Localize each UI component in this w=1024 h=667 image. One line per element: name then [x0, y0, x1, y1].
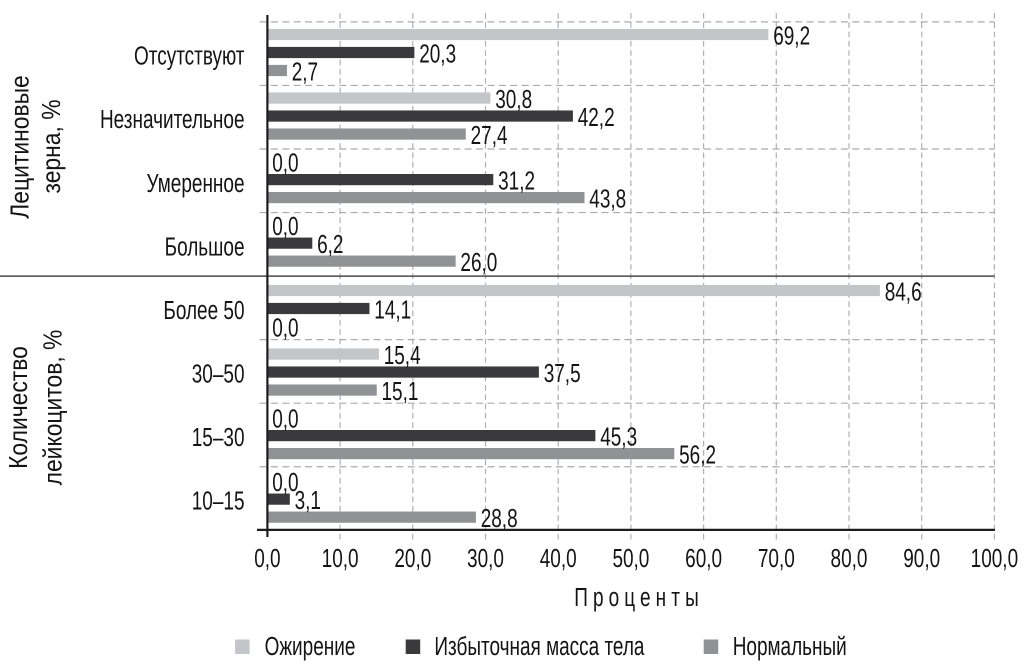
svg-text:30,0: 30,0 [467, 543, 504, 573]
svg-text:14,1: 14,1 [374, 295, 411, 325]
svg-text:лейкоцитов, %: лейкоцитов, % [39, 330, 68, 486]
svg-text:70,0: 70,0 [758, 543, 795, 573]
svg-text:15–30: 15–30 [192, 422, 245, 452]
svg-text:Количество: Количество [5, 346, 34, 469]
svg-text:37,5: 37,5 [544, 358, 581, 388]
svg-text:84,6: 84,6 [885, 277, 922, 307]
svg-text:Более 50: Более 50 [163, 295, 244, 325]
svg-text:Ожирение: Ожирение [265, 631, 356, 661]
svg-text:90,0: 90,0 [903, 543, 940, 573]
svg-text:45,3: 45,3 [600, 422, 637, 452]
svg-text:3,1: 3,1 [295, 485, 321, 515]
svg-text:40,0: 40,0 [540, 543, 577, 573]
svg-text:30–50: 30–50 [192, 358, 245, 388]
svg-text:0,0: 0,0 [272, 211, 298, 241]
svg-text:10–15: 10–15 [192, 486, 245, 516]
svg-text:Большое: Большое [165, 231, 245, 261]
svg-text:69,2: 69,2 [773, 21, 810, 51]
svg-text:56,2: 56,2 [679, 440, 716, 470]
svg-text:Умеренное: Умеренное [147, 168, 245, 198]
svg-text:15,1: 15,1 [382, 376, 419, 406]
svg-text:0,0: 0,0 [272, 313, 298, 343]
svg-text:Отсутствуют: Отсутствуют [134, 41, 245, 71]
svg-text:20,0: 20,0 [394, 543, 431, 573]
svg-text:15,4: 15,4 [384, 340, 421, 370]
svg-text:Незначительное: Незначительное [100, 104, 245, 134]
svg-text:26,0: 26,0 [460, 247, 497, 277]
svg-text:80,0: 80,0 [831, 543, 868, 573]
svg-text:2,7: 2,7 [292, 57, 318, 87]
svg-text:50,0: 50,0 [612, 543, 649, 573]
svg-text:31,2: 31,2 [498, 166, 535, 196]
svg-text:6,2: 6,2 [317, 229, 343, 259]
svg-text:43,8: 43,8 [589, 184, 626, 214]
svg-text:30,8: 30,8 [495, 84, 532, 114]
svg-text:0,0: 0,0 [272, 404, 298, 434]
svg-text:0,0: 0,0 [272, 467, 298, 497]
svg-text:60,0: 60,0 [685, 543, 722, 573]
svg-text:Проценты: Проценты [574, 582, 704, 612]
svg-text:20,3: 20,3 [419, 39, 456, 69]
svg-text:28,8: 28,8 [481, 503, 518, 533]
svg-text:27,4: 27,4 [471, 120, 508, 150]
svg-text:0,0: 0,0 [272, 148, 298, 178]
svg-text:Избыточная масса тела: Избыточная масса тела [434, 631, 644, 661]
svg-text:Нормальный: Нормальный [733, 631, 847, 661]
svg-text:42,2: 42,2 [578, 102, 615, 132]
svg-text:100,0: 100,0 [971, 543, 1018, 573]
svg-text:10,0: 10,0 [322, 543, 359, 573]
svg-text:Лецитиновые: Лецитиновые [6, 75, 35, 218]
svg-text:зерна, %: зерна, % [38, 99, 67, 193]
svg-text:0,0: 0,0 [254, 543, 280, 573]
